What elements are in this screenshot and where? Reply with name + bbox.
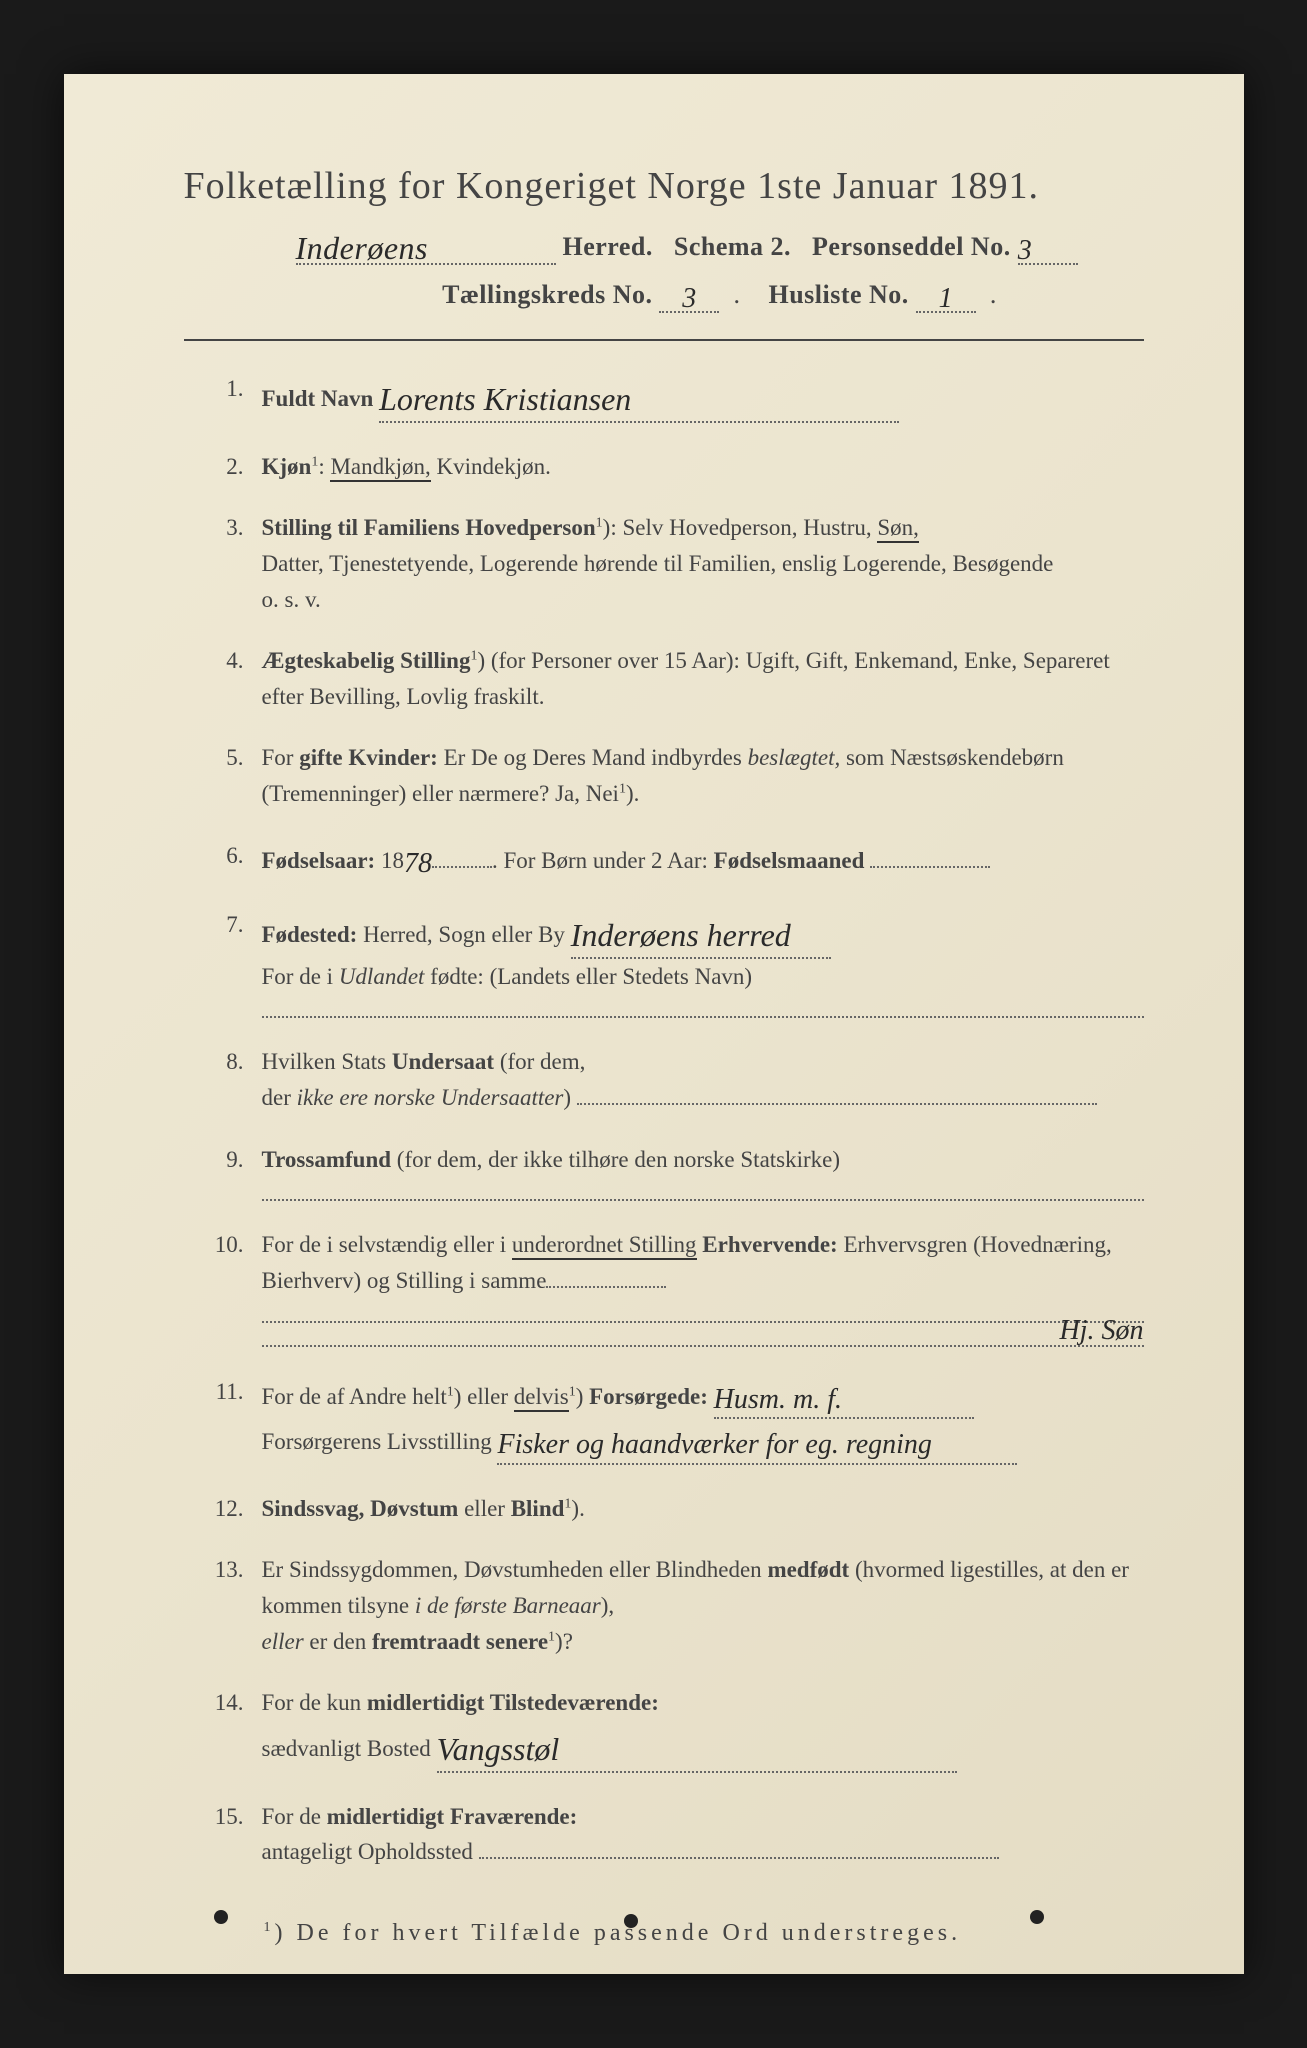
personseddel-label: Personseddel No. bbox=[812, 232, 1011, 261]
item-15: 15. For de midlertidigt Fraværende: anta… bbox=[204, 1799, 1144, 1870]
schema-label: Schema 2. bbox=[674, 232, 791, 261]
supported-hw: Husm. m. f. bbox=[714, 1384, 842, 1415]
horizontal-rule bbox=[184, 339, 1144, 341]
item-2: 2. Kjøn1: Mandkjøn, Kvindekjøn. bbox=[204, 449, 1144, 485]
personseddel-no: 3 bbox=[1018, 235, 1033, 266]
usual-residence-hw: Vangsstøl bbox=[437, 1731, 560, 1767]
ink-blot-icon bbox=[214, 1910, 228, 1924]
birthplace-hw: Inderøens herred bbox=[571, 917, 791, 953]
item-4: 4. Ægteskabelig Stilling1) (for Personer… bbox=[204, 643, 1144, 714]
birthyear-hw: 78 bbox=[404, 848, 432, 879]
husliste-label: Husliste No. bbox=[768, 280, 908, 309]
fullname-hw: Lorents Kristiansen bbox=[379, 381, 631, 417]
herred-handwritten: Inderøens bbox=[296, 230, 428, 266]
sex-underlined: Mandkjøn, bbox=[330, 454, 430, 482]
item-1: 1. Fuldt Navn Lorents Kristiansen bbox=[204, 371, 1144, 423]
ink-blot-icon bbox=[1030, 1910, 1044, 1924]
herred-label: Herred. bbox=[563, 232, 653, 261]
relation-underlined: Søn, bbox=[877, 515, 919, 543]
item-7: 7. Fødested: Herred, Sogn eller By Inder… bbox=[204, 907, 1144, 1018]
item-8: 8. Hvilken Stats Undersaat (for dem, der… bbox=[204, 1044, 1144, 1115]
provider-occupation-hw: Fisker og haandværker for eg. regning bbox=[497, 1429, 931, 1460]
taellingskreds-no: 3 bbox=[682, 283, 697, 314]
ink-blot-icon bbox=[624, 1914, 638, 1928]
footnote: 1) De for hvert Tilfælde passende Ord un… bbox=[184, 1920, 1144, 1947]
item-12: 12. Sindssvag, Døvstum eller Blind1). bbox=[204, 1491, 1144, 1527]
header-line-1: Inderøens Herred. Schema 2. Personseddel… bbox=[184, 226, 1144, 265]
form-items: 1. Fuldt Navn Lorents Kristiansen 2. Kjø… bbox=[184, 371, 1144, 1870]
item-5: 5. For gifte Kvinder: Er De og Deres Man… bbox=[204, 740, 1144, 811]
occupation-hw: Hj. Søn bbox=[1060, 1309, 1144, 1352]
taellingskreds-label: Tællingskreds No. bbox=[442, 280, 652, 309]
census-form-page: Folketælling for Kongeriget Norge 1ste J… bbox=[64, 74, 1244, 1974]
item-14: 14. For de kun midlertidigt Tilstedevære… bbox=[204, 1685, 1144, 1772]
item-13: 13. Er Sindssygdommen, Døvstumheden elle… bbox=[204, 1552, 1144, 1659]
item-3: 3. Stilling til Familiens Hovedperson1):… bbox=[204, 510, 1144, 617]
item-9: 9. Trossamfund (for dem, der ikke tilhør… bbox=[204, 1142, 1144, 1202]
item-6: 6. Fødselsaar: 1878. For Børn under 2 Aa… bbox=[204, 838, 1144, 881]
item-10: 10. For de i selvstændig eller i underor… bbox=[204, 1227, 1144, 1348]
page-title: Folketælling for Kongeriget Norge 1ste J… bbox=[184, 164, 1144, 208]
header-line-2: Tællingskreds No. 3 . Husliste No. 1 . bbox=[184, 279, 1144, 313]
husliste-no: 1 bbox=[939, 283, 954, 314]
item-11: 11. For de af Andre helt1) eller delvis1… bbox=[204, 1374, 1144, 1465]
